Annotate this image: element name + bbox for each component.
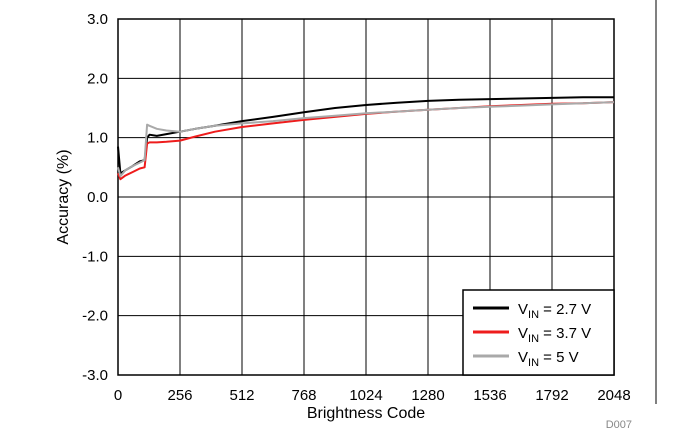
x-tick-label: 1024 bbox=[349, 387, 382, 404]
y-tick-label: 1.0 bbox=[87, 130, 108, 147]
legend-entry-2: VIN = 3.7 V bbox=[518, 325, 591, 345]
x-tick-label: 768 bbox=[291, 387, 316, 404]
y-tick-label: -2.0 bbox=[82, 308, 108, 325]
x-tick-label: 1280 bbox=[411, 387, 444, 404]
y-tick-label: 2.0 bbox=[87, 70, 108, 87]
y-tick-labels: 3.0 2.0 1.0 0.0 -1.0 -2.0 -3.0 bbox=[82, 11, 108, 384]
x-tick-label: 1792 bbox=[535, 387, 568, 404]
y-tick-label: 0.0 bbox=[87, 189, 108, 206]
x-tick-label: 2048 bbox=[597, 387, 630, 404]
x-tick-label: 0 bbox=[114, 387, 122, 404]
y-tick-label: 3.0 bbox=[87, 11, 108, 28]
legend-entry-3: VIN = 5 V bbox=[518, 349, 579, 369]
x-tick-label: 1536 bbox=[473, 387, 506, 404]
x-tick-label: 512 bbox=[229, 387, 254, 404]
series-layer bbox=[117, 96, 615, 181]
legend-entry-1: VIN = 2.7 V bbox=[518, 301, 591, 321]
legend: VIN = 2.7 V VIN = 3.7 V VIN = 5 V bbox=[462, 289, 615, 376]
series-line-3 bbox=[117, 101, 615, 178]
x-tick-label: 256 bbox=[167, 387, 192, 404]
y-axis-label: Accuracy (%) bbox=[55, 149, 72, 244]
y-tick-label: -3.0 bbox=[82, 367, 108, 384]
y-tick-label: -1.0 bbox=[82, 248, 108, 265]
x-axis-label: Brightness Code bbox=[307, 405, 425, 422]
figure-code: D007 bbox=[606, 419, 632, 431]
x-tick-labels: 0 256 512 768 1024 1280 1536 1792 2048 bbox=[114, 387, 631, 404]
